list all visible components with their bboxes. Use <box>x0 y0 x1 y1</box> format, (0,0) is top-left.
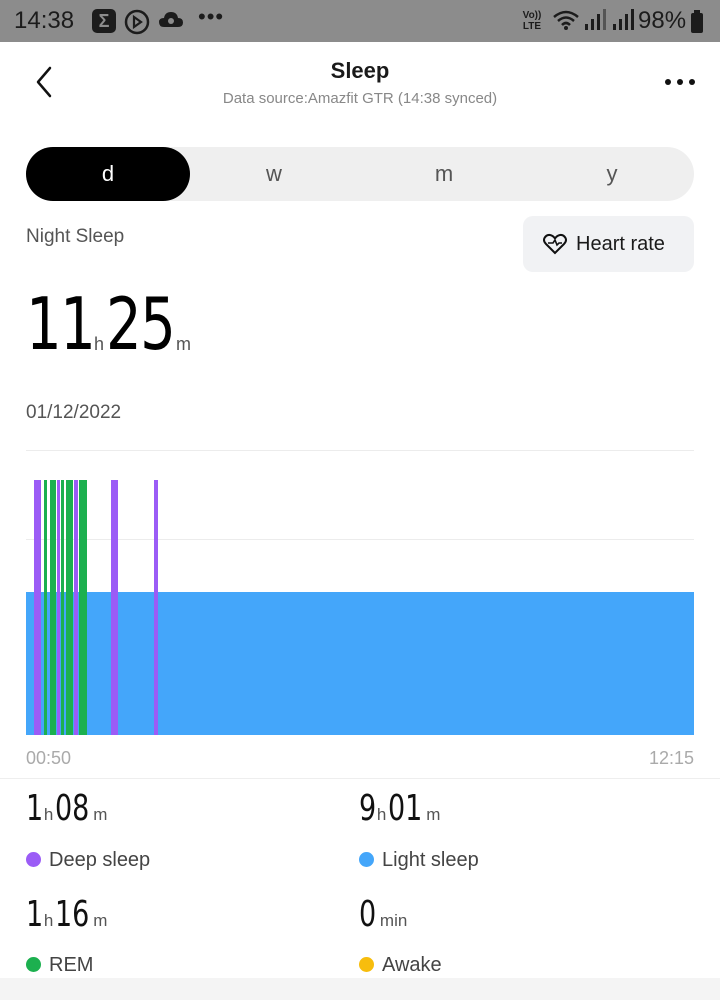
rem-hours-unit: h <box>43 911 54 930</box>
battery-icon <box>691 10 703 33</box>
sleep-stage-bar-deep <box>110 480 118 735</box>
sleep-stage-bar-rem <box>61 480 65 735</box>
sleep-stage-bar-light <box>60 592 62 735</box>
light-sleep-duration: 9h01 m <box>359 788 440 829</box>
heart-outline-icon <box>543 233 567 255</box>
sleep-stage-bar-light <box>157 592 694 735</box>
minutes-unit: m <box>176 334 191 354</box>
sleep-stage-bar-rem <box>43 480 48 735</box>
volte-indicator: Vo)) LTE <box>522 10 542 32</box>
data-source-subtitle: Data source:Amazfit GTR (14:38 synced) <box>222 90 498 107</box>
sleep-stage-bar-light <box>117 592 154 735</box>
hours-unit: h <box>94 334 105 354</box>
tab-year[interactable]: y <box>606 161 618 186</box>
rem-hours: 1 <box>26 894 44 935</box>
light-minutes-unit: m <box>426 805 441 824</box>
total-minutes-value: 25 <box>106 282 176 366</box>
sleep-stage-bar-deep <box>57 480 61 735</box>
sleep-date: 01/12/2022 <box>26 402 122 423</box>
wifi-icon <box>553 10 579 30</box>
heart-rate-label: Heart rate <box>576 233 665 255</box>
signal-icon <box>585 9 606 30</box>
sleep-stage-bar-rem <box>50 480 57 735</box>
total-hours-value: 11 <box>26 282 96 366</box>
heart-rate-button[interactable]: Heart rate <box>523 216 694 272</box>
light-hours: 9 <box>359 788 377 829</box>
awake-dot <box>359 957 374 972</box>
total-sleep-duration: 11 h 25 m <box>26 282 191 366</box>
sleep-stage-bar-light <box>26 592 34 735</box>
signal-icon-2 <box>613 9 634 30</box>
light-sleep-dot <box>359 852 374 867</box>
rem-duration: 1h16 m <box>26 894 107 935</box>
sleep-stage-bar-deep <box>33 480 41 735</box>
battery-percentage: 98% <box>638 7 687 34</box>
status-time: 14:38 <box>14 7 75 34</box>
awake-label: Awake <box>382 954 442 976</box>
deep-minutes-unit: m <box>93 805 108 824</box>
gridline <box>26 450 694 451</box>
more-options-icon[interactable] <box>662 72 706 90</box>
awake-duration: 0 min <box>359 894 407 935</box>
sigma-app-icon: Σ <box>92 9 116 33</box>
chart-end-time: 12:15 <box>648 748 694 768</box>
night-sleep-label: Night Sleep <box>26 226 125 247</box>
more-notifications-icon: ••• <box>198 4 225 29</box>
bottom-band <box>0 978 720 1000</box>
sleep-stage-bar-light <box>87 592 111 735</box>
deep-hours-unit: h <box>43 805 54 824</box>
rem-minutes: 16 <box>55 894 90 935</box>
deep-sleep-dot <box>26 852 41 867</box>
deep-minutes: 08 <box>55 788 90 829</box>
gridline <box>26 539 694 540</box>
back-arrow-icon[interactable] <box>30 62 66 102</box>
play-circle-icon <box>124 9 150 35</box>
light-minutes: 01 <box>388 788 423 829</box>
deep-sleep-duration: 1h08 m <box>26 788 107 829</box>
sleep-stage-bar-light <box>64 592 66 735</box>
sleep-stage-bar-deep <box>73 480 78 735</box>
divider <box>0 778 720 779</box>
rem-dot <box>26 957 41 972</box>
sleep-stage-bar-light <box>47 592 51 735</box>
sleep-stage-bar-rem <box>78 480 88 735</box>
sleep-stage-bar-rem <box>65 480 73 735</box>
deep-hours: 1 <box>26 788 44 829</box>
awake-unit: min <box>379 911 408 930</box>
sleep-stage-bar-light <box>72 592 74 735</box>
rem-minutes-unit: m <box>93 911 108 930</box>
sleep-stage-bar-light <box>77 592 79 735</box>
tab-week[interactable]: w <box>266 161 282 186</box>
awake-value: 0 <box>359 894 377 935</box>
period-tabs: d w m y <box>26 147 694 201</box>
sleep-stage-bar-light <box>40 592 44 735</box>
light-hours-unit: h <box>376 805 387 824</box>
chart-start-time: 00:50 <box>26 748 72 768</box>
sleep-stage-bar-deep <box>153 480 158 735</box>
sleep-stages-chart <box>26 450 694 740</box>
deep-sleep-label: Deep sleep <box>49 849 151 871</box>
sleep-stage-bar-light <box>56 592 58 735</box>
tab-month[interactable]: m <box>434 161 454 186</box>
status-bar: 14:38 Σ ••• Vo)) LTE 98% <box>0 0 720 42</box>
rem-label: REM <box>49 954 94 976</box>
light-sleep-label: Light sleep <box>382 849 479 871</box>
cloud-icon <box>159 12 183 27</box>
page-title: Sleep <box>330 58 390 83</box>
tab-day[interactable]: d <box>26 147 190 201</box>
